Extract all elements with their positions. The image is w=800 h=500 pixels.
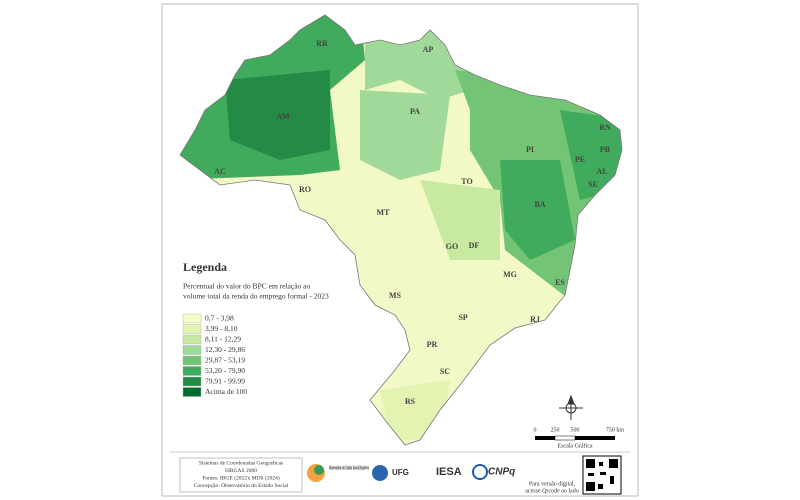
state-label: PB	[600, 145, 611, 154]
info-lines: Sistemas de Coordenadas Geográficas SIRGA…	[194, 459, 289, 489]
legend-label: Acima de 100	[205, 387, 247, 396]
legend-swatch	[182, 387, 202, 397]
legend-swatch	[182, 334, 202, 345]
qr-code	[582, 455, 622, 495]
state-label: MS	[389, 291, 402, 300]
state-label: GO	[446, 242, 458, 251]
legend-swatch	[182, 366, 202, 376]
legend-subtitle: volume total da renda do emprego formal …	[183, 292, 329, 301]
legend-swatch	[182, 355, 202, 366]
state-label: TO	[461, 177, 472, 186]
qr-caption: Para versão digital,	[529, 481, 576, 487]
state-label: MT	[377, 208, 391, 217]
scale-label: 750 km	[606, 427, 625, 433]
info-line: SIRGAS 2000	[225, 468, 257, 474]
legend-label: 29,87 - 53,19	[205, 356, 245, 365]
state-label: PR	[427, 340, 438, 349]
state-label: AC	[214, 167, 226, 176]
state-label: RR	[316, 39, 328, 48]
state-label: RJ	[530, 315, 540, 324]
scale-label: 500	[571, 427, 580, 433]
scale-caption: Escala Gráfica	[557, 442, 592, 449]
legend-swatch	[182, 324, 202, 334]
legend-swatch	[182, 345, 202, 355]
state-label: DF	[469, 241, 480, 250]
state-label: MG	[503, 270, 517, 279]
state-label: SP	[458, 313, 467, 322]
info-line: Fontes: IBGE (2022); MDS (2024)	[202, 474, 279, 481]
state-label: AP	[423, 45, 434, 54]
north-arrow	[559, 394, 583, 420]
legend-label: 53,20 - 79,90	[205, 366, 245, 375]
info-line: Sistemas de Coordenadas Geográficas	[199, 459, 283, 466]
logo-icon	[472, 464, 488, 480]
legend-label: 79,91 - 99,99	[205, 377, 245, 386]
legend-title: Legenda	[183, 260, 227, 274]
logo-icon	[372, 465, 388, 481]
scale-label: 0	[534, 427, 537, 433]
legend-label: 12,30 - 29,86	[205, 345, 245, 354]
state-label: AL	[596, 167, 607, 176]
state-labels: RR AP AM PA AC RO MT TO PI RN PB PE AL S…	[214, 39, 611, 406]
state-label: SE	[588, 180, 598, 189]
state-label: ES	[555, 278, 565, 287]
state-label: SC	[440, 367, 450, 376]
logo: Observatório do Estado Social Brasileiro	[329, 465, 369, 471]
info-line: Concepção: Observatório do Estado Social	[194, 483, 289, 489]
legend-label: 8,11 - 12,29	[205, 335, 241, 344]
info-box	[179, 457, 303, 493]
state-label: PE	[575, 155, 585, 164]
legend-swatch	[182, 313, 202, 324]
state-label: BA	[534, 200, 545, 209]
legend-swatch	[182, 376, 202, 387]
state-label: RN	[599, 123, 611, 132]
state-label: RS	[405, 397, 416, 406]
legend-subtitle: Percentual do valor do BPC em relação ao	[183, 282, 311, 291]
state-label: PA	[410, 107, 420, 116]
state-label: PI	[526, 145, 534, 154]
logo: UFG	[392, 468, 409, 477]
state-label: AM	[276, 112, 290, 121]
logo: CNPq	[488, 467, 515, 478]
scale-bar: 0 250 500 750 km Escala Gráfica	[534, 427, 625, 449]
scale-label: 250	[551, 427, 560, 433]
logo: IESA	[436, 466, 462, 478]
legend-label: 0,7 - 3,98	[205, 314, 234, 323]
state-label: RO	[299, 185, 311, 194]
qr-caption: acesse Qrcode ao lado	[525, 488, 578, 494]
legend-label: 3,99 - 8,10	[205, 324, 238, 333]
